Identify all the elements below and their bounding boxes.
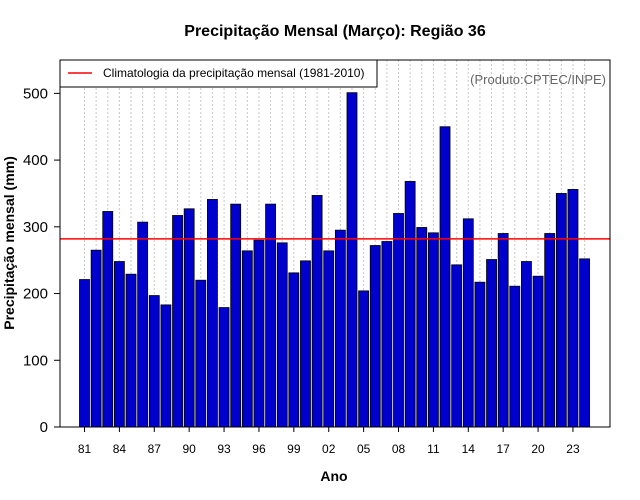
bar-2002 [323,250,335,428]
bar-1985 [125,273,137,428]
bar-2000 [300,260,311,428]
x-axis-title: Ano [320,468,347,484]
x-tick-label: 99 [287,442,301,456]
bar-2022 [555,193,567,428]
bar-2024 [579,258,590,428]
bar-2003 [334,229,346,428]
legend-box [59,59,378,88]
y-tick-label: 200 [23,286,48,303]
bar-2017 [497,233,509,428]
bar-1989 [172,215,183,428]
bar-2020 [532,275,544,428]
x-tick-label: 17 [497,442,511,456]
x-tick-label: 81 [78,442,92,456]
bar-2018 [509,285,521,428]
x-axis: 81 84 87 90 93 96 99 02 05 08 11 14 17 20 23 [78,427,580,456]
x-tick-label: 14 [462,442,476,456]
bar-2007 [381,241,393,428]
x-tick-label: 11 [427,442,440,456]
x-tick-label: 87 [148,442,162,456]
bar-1996 [253,239,265,428]
product-credit: (Produto:CPTEC/INPE) [470,72,606,87]
bar-1988 [160,304,172,428]
bar-1999 [288,272,300,428]
bar-series [79,92,590,428]
bar-1982 [90,249,102,428]
bar-2006 [369,245,381,428]
bar-2005 [358,290,370,428]
x-tick-label: 90 [182,442,196,456]
bar-2012 [439,126,451,428]
bar-2016 [486,259,497,428]
x-tick-label: 84 [113,442,127,456]
y-tick-label: 100 [23,352,48,369]
bar-2014 [462,218,474,428]
bar-2013 [451,264,463,428]
bar-1994 [230,203,242,428]
y-tick-label: 0 [40,419,48,436]
bar-2021 [544,233,556,428]
bar-1986 [137,221,149,428]
x-tick-label: 23 [566,442,580,456]
bar-1997 [265,203,276,428]
y-tick-label: 300 [23,219,48,236]
legend-label: Climatologia da precipitação mensal (198… [103,66,364,80]
bar-2008 [393,213,404,428]
bar-1992 [207,199,218,428]
bar-1981 [79,279,90,428]
bar-1993 [218,307,230,428]
bar-2001 [311,195,323,428]
bar-1984 [113,261,125,428]
bar-1990 [183,208,195,428]
bar-1987 [148,295,160,428]
bar-2023 [567,189,579,428]
y-tick-label: 400 [23,152,48,169]
bar-2010 [416,227,428,428]
chart-title: Precipitação Mensal (Março): Região 36 [184,23,486,40]
bar-2011 [427,232,439,428]
bar-1983 [102,211,114,428]
legend: Climatologia da precipitação mensal (198… [59,59,378,88]
x-tick-label: 93 [217,442,231,456]
x-tick-label: 05 [357,442,371,456]
x-tick-label: 08 [392,442,406,456]
bar-2009 [404,181,416,428]
y-tick-label: 500 [23,85,48,102]
y-axis: 0 100 200 300 400 500 [23,85,60,436]
bar-1995 [241,250,253,428]
bar-2004 [346,92,358,428]
x-tick-label: 96 [252,442,266,456]
y-axis-title: Precipitação mensal (mm) [1,156,17,330]
x-tick-label: 20 [531,442,545,456]
bar-1991 [195,279,207,428]
x-tick-label: 02 [322,442,336,456]
bar-2015 [474,281,486,428]
bar-1998 [276,242,288,428]
bar-2019 [521,261,532,428]
